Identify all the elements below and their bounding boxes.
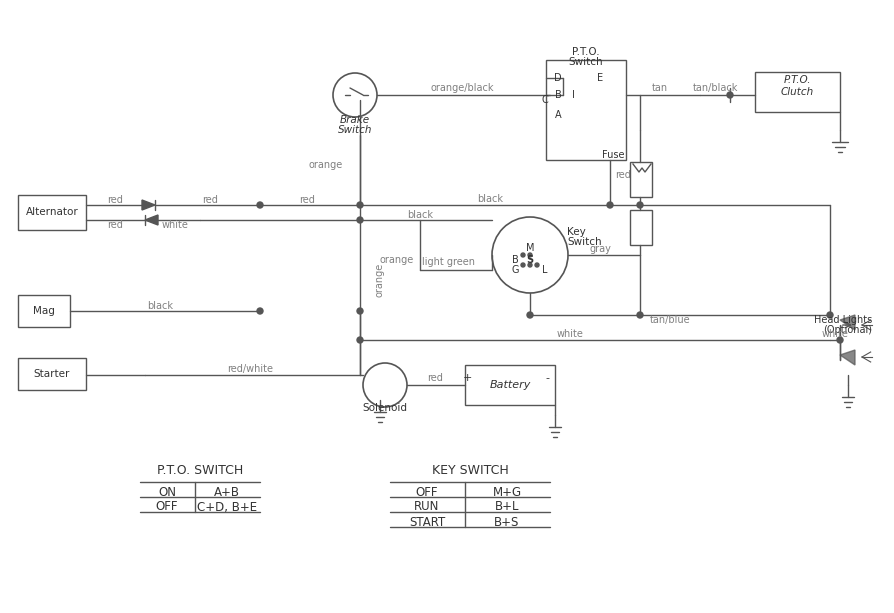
Polygon shape <box>839 350 854 365</box>
Text: Mag: Mag <box>33 306 55 316</box>
Text: Solenoid: Solenoid <box>362 403 407 413</box>
Text: black: black <box>407 210 433 220</box>
Circle shape <box>257 308 263 314</box>
Circle shape <box>606 202 612 208</box>
Text: red: red <box>107 220 122 230</box>
Circle shape <box>726 92 732 98</box>
Polygon shape <box>142 200 155 210</box>
Text: E: E <box>596 73 603 83</box>
Bar <box>18 195 86 230</box>
Text: tan/blue: tan/blue <box>649 315 689 325</box>
Text: M+G: M+G <box>492 485 521 498</box>
Text: RUN: RUN <box>414 500 439 514</box>
Text: B: B <box>511 255 518 265</box>
Text: red: red <box>426 373 443 383</box>
Text: P.T.O. SWITCH: P.T.O. SWITCH <box>156 463 243 476</box>
Circle shape <box>357 308 363 314</box>
Text: B: B <box>554 90 561 100</box>
Text: OFF: OFF <box>416 485 438 498</box>
Circle shape <box>357 202 363 208</box>
Text: KEY SWITCH: KEY SWITCH <box>431 463 508 476</box>
Circle shape <box>520 263 525 267</box>
Circle shape <box>535 263 538 267</box>
Text: -: - <box>544 373 548 383</box>
Circle shape <box>826 312 832 318</box>
Polygon shape <box>839 315 854 330</box>
Text: (Optional): (Optional) <box>822 325 871 335</box>
Text: black: black <box>477 194 502 204</box>
Text: A: A <box>554 110 561 120</box>
Polygon shape <box>145 215 158 225</box>
Circle shape <box>257 202 263 208</box>
Text: C: C <box>541 95 548 105</box>
Text: white: white <box>821 329 848 339</box>
Text: white: white <box>556 329 583 339</box>
Text: ON: ON <box>158 485 176 498</box>
Circle shape <box>527 253 531 257</box>
Text: Alternator: Alternator <box>26 207 79 217</box>
Text: G: G <box>510 265 519 275</box>
Circle shape <box>527 263 531 267</box>
Text: tan: tan <box>651 83 667 93</box>
Text: C+D, B+E: C+D, B+E <box>197 500 257 514</box>
Text: red/white: red/white <box>227 364 273 374</box>
Text: I: I <box>571 90 574 100</box>
Text: orange: orange <box>308 160 342 170</box>
Text: Head Lights: Head Lights <box>813 315 871 325</box>
Text: M: M <box>525 243 534 253</box>
Text: L: L <box>542 265 547 275</box>
Bar <box>18 295 70 327</box>
Bar <box>629 210 651 245</box>
Text: Switch: Switch <box>567 237 601 247</box>
Text: Clutch: Clutch <box>780 87 813 97</box>
Bar <box>18 358 86 390</box>
Text: Starter: Starter <box>34 369 70 379</box>
Text: B+L: B+L <box>494 500 519 514</box>
Text: gray: gray <box>588 244 611 254</box>
Text: red: red <box>614 170 630 180</box>
Text: P.T.O.: P.T.O. <box>571 47 599 57</box>
Circle shape <box>836 337 842 343</box>
Text: OFF: OFF <box>156 500 178 514</box>
Circle shape <box>637 202 642 208</box>
Text: white: white <box>162 220 189 230</box>
Text: red: red <box>202 195 218 205</box>
Text: Battery: Battery <box>489 380 530 390</box>
Text: Brake: Brake <box>340 115 369 125</box>
Bar <box>755 72 839 112</box>
Circle shape <box>637 312 642 318</box>
Text: red: red <box>299 195 315 205</box>
Text: P.T.O.: P.T.O. <box>782 75 810 85</box>
Text: +: + <box>462 373 471 383</box>
Circle shape <box>357 337 363 343</box>
Text: orange/black: orange/black <box>430 83 493 93</box>
Text: START: START <box>409 516 444 528</box>
Text: Switch: Switch <box>568 57 603 67</box>
Circle shape <box>527 312 533 318</box>
Bar <box>545 60 625 160</box>
Text: black: black <box>147 301 173 311</box>
Text: S: S <box>526 255 533 265</box>
Text: A+B: A+B <box>214 485 240 498</box>
Text: D: D <box>553 73 561 83</box>
Text: Switch: Switch <box>337 125 372 135</box>
Circle shape <box>357 217 363 223</box>
Text: tan/black: tan/black <box>692 83 737 93</box>
Bar <box>465 365 554 405</box>
Text: orange: orange <box>375 263 384 297</box>
Text: B+S: B+S <box>493 516 519 528</box>
Text: red: red <box>107 195 122 205</box>
Text: Fuse: Fuse <box>602 150 624 160</box>
Text: light green: light green <box>422 257 475 267</box>
Text: Key: Key <box>567 227 585 237</box>
Bar <box>629 162 651 197</box>
Circle shape <box>520 253 525 257</box>
Text: orange: orange <box>380 255 414 265</box>
